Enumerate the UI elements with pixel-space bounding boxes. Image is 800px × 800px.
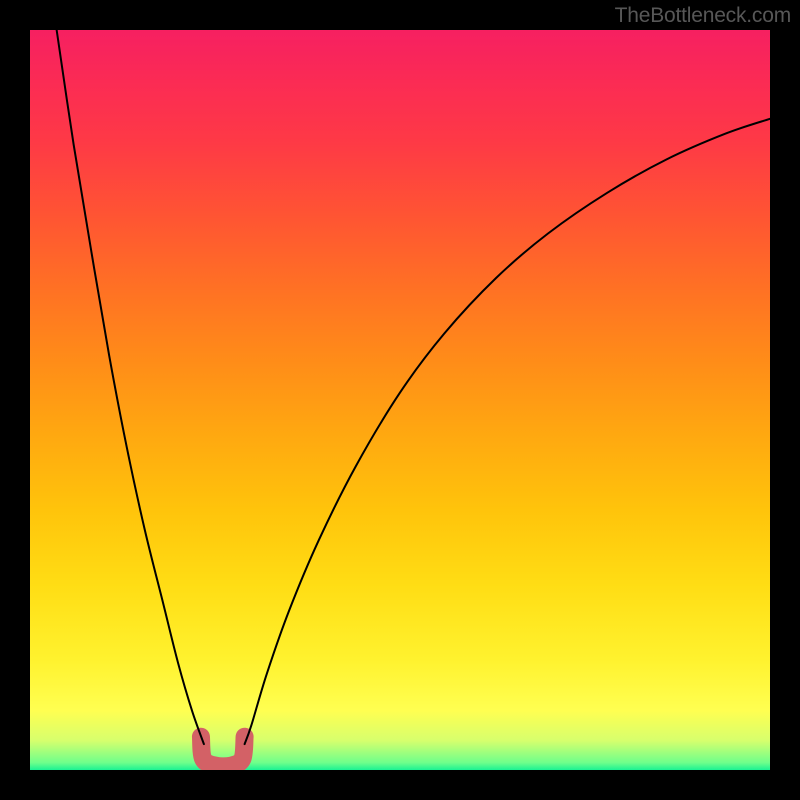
plot-area — [30, 30, 770, 770]
image-root: TheBottleneck.com — [0, 0, 800, 800]
watermark-text: TheBottleneck.com — [615, 4, 791, 28]
gradient-background — [30, 30, 770, 770]
plot-svg — [30, 30, 770, 770]
